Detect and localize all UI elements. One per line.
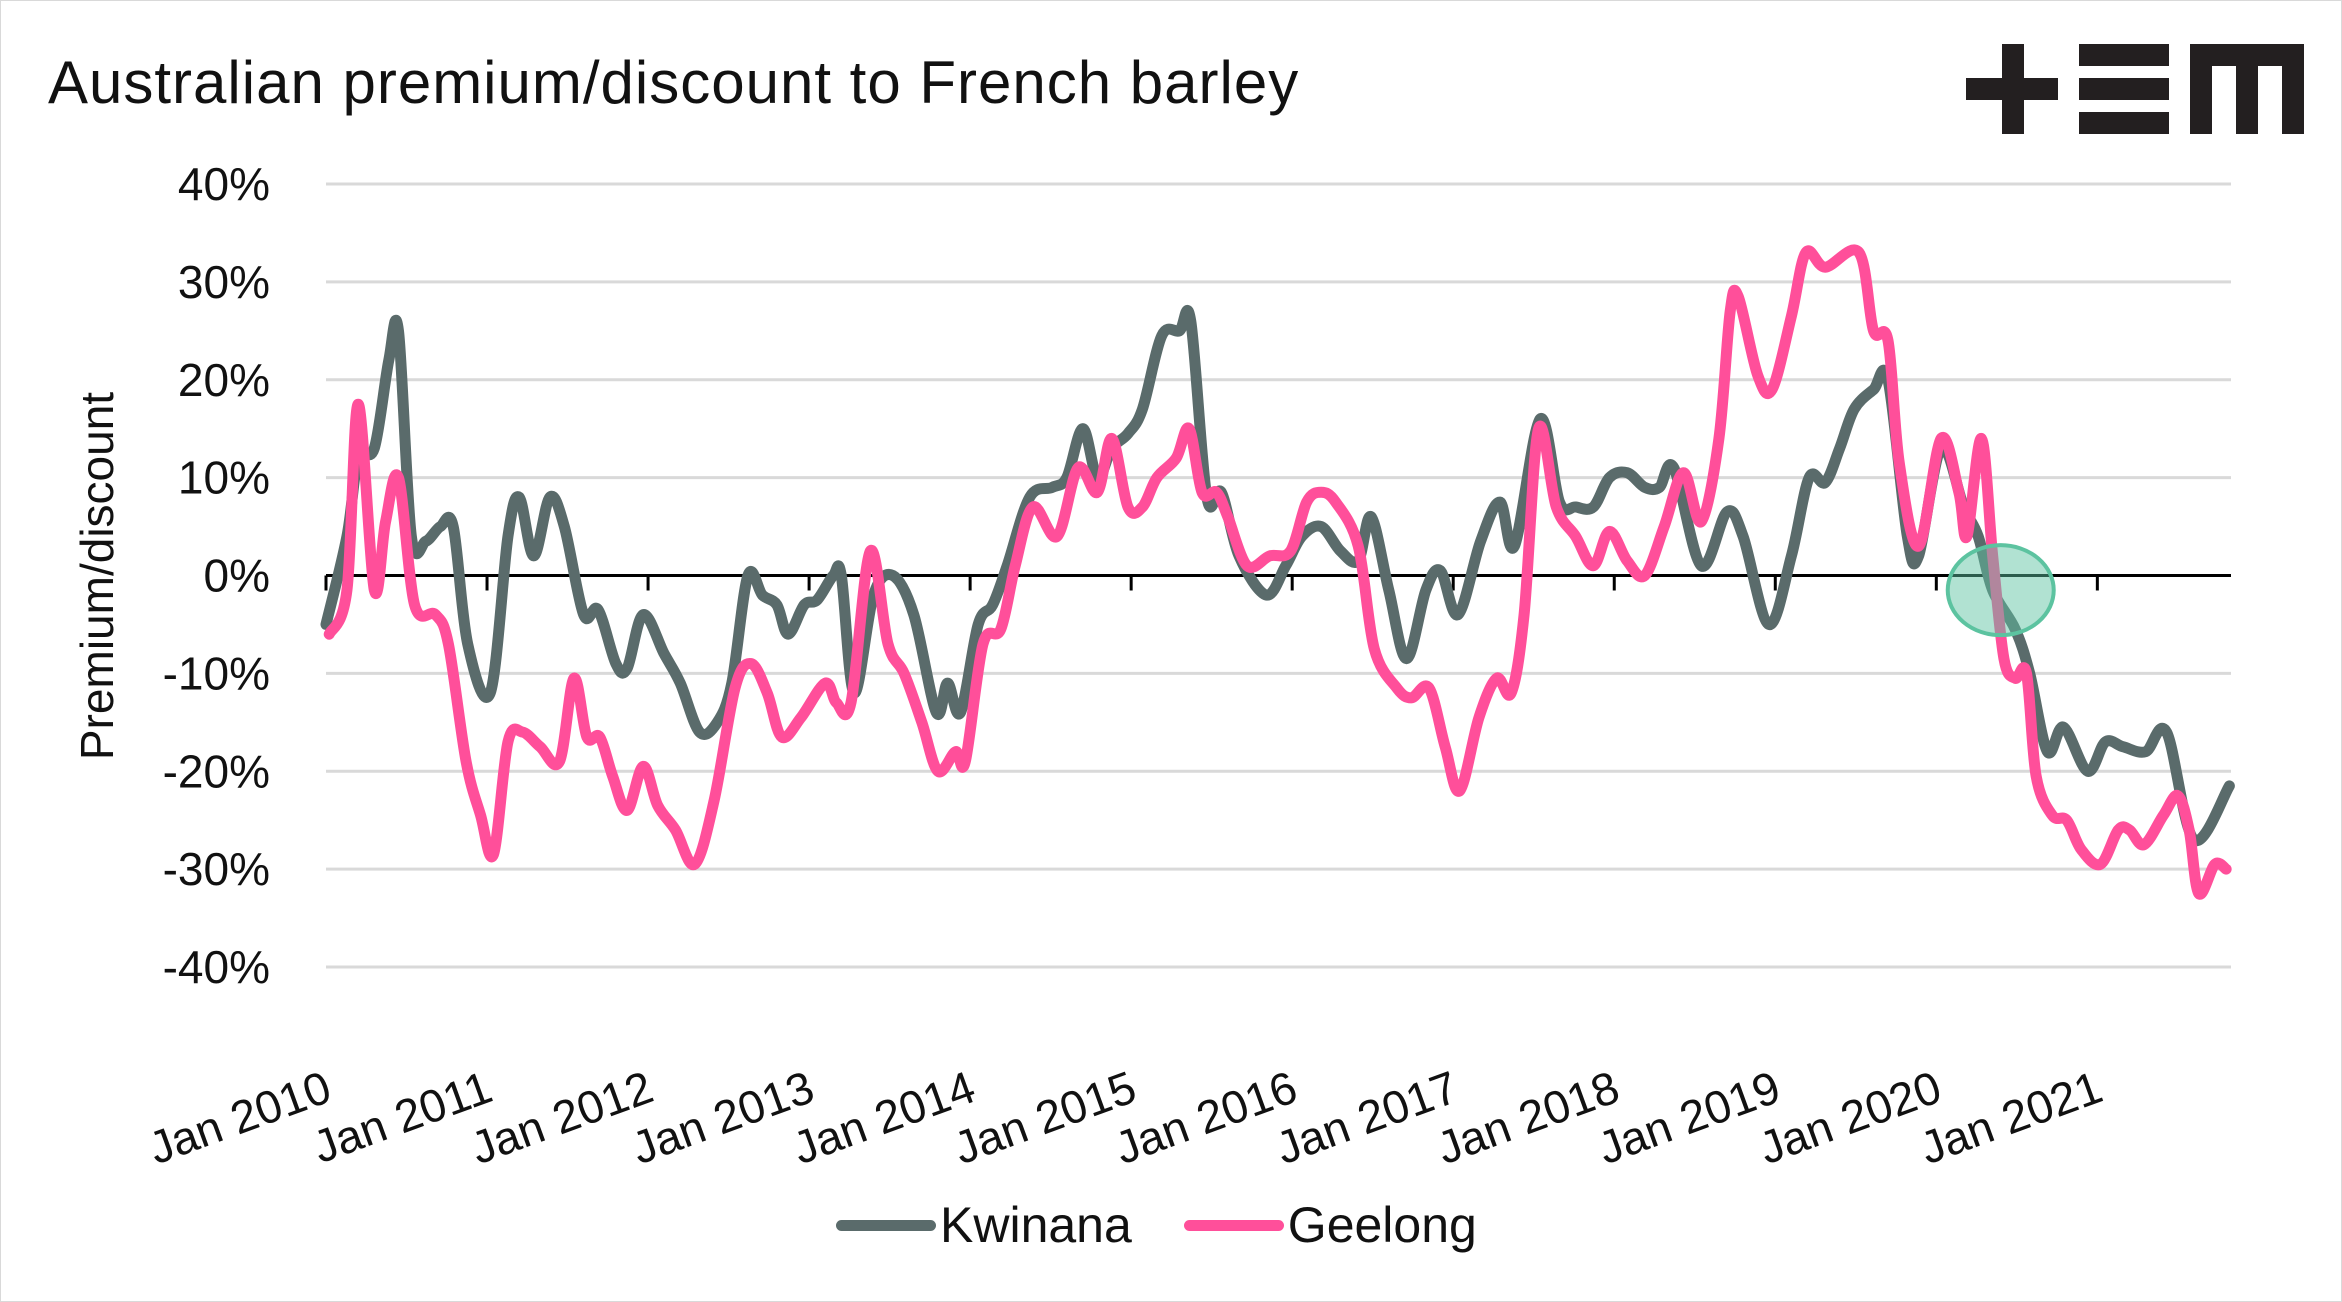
x-tick-label: Jan 2014 <box>786 1061 982 1175</box>
y-tick-label: 30% <box>178 256 270 308</box>
y-tick-label: 0% <box>204 550 270 602</box>
x-tick-label: Jan 2019 <box>1591 1061 1787 1175</box>
x-tick-label: Jan 2015 <box>947 1061 1143 1175</box>
x-tick-label: Jan 2016 <box>1108 1061 1304 1175</box>
series-line-geelong <box>323 244 2232 900</box>
x-tick-label: Jan 2021 <box>1913 1061 2109 1175</box>
y-tick-label: -40% <box>163 941 270 993</box>
logo <box>1966 44 2304 134</box>
y-axis-label: Premium/discount <box>71 392 123 760</box>
y-tick-label: 40% <box>178 158 270 210</box>
series-line-kwinana <box>320 305 2235 847</box>
x-tick-label: Jan 2018 <box>1430 1061 1626 1175</box>
x-tick-label: Jan 2013 <box>625 1061 821 1175</box>
y-tick-label: -10% <box>163 647 270 699</box>
legend: Kwinana Geelong <box>836 1196 1529 1254</box>
x-tick-label: Jan 2012 <box>464 1061 660 1175</box>
legend-item-geelong[interactable]: Geelong <box>1183 1196 1477 1254</box>
highlight-ellipse <box>1945 543 2056 638</box>
x-tick-label: Jan 2011 <box>306 1061 498 1173</box>
x-tick-label: Jan 2020 <box>1752 1061 1948 1175</box>
chart-title: Australian premium/discount to French ba… <box>48 49 1300 116</box>
y-tick-label: -30% <box>163 843 270 895</box>
x-tick-label: Jan 2010 <box>142 1061 338 1175</box>
y-tick-label: -20% <box>163 745 270 797</box>
x-tick-label: Jan 2017 <box>1269 1061 1465 1175</box>
legend-swatch-geelong <box>1183 1219 1284 1231</box>
y-tick-label: 10% <box>178 452 270 504</box>
legend-swatch-kwinana <box>836 1219 936 1231</box>
legend-item-kwinana[interactable]: Kwinana <box>836 1196 1132 1254</box>
legend-label-geelong: Geelong <box>1287 1197 1477 1253</box>
legend-label-kwinana: Kwinana <box>940 1197 1132 1253</box>
y-tick-label: 20% <box>178 354 270 406</box>
